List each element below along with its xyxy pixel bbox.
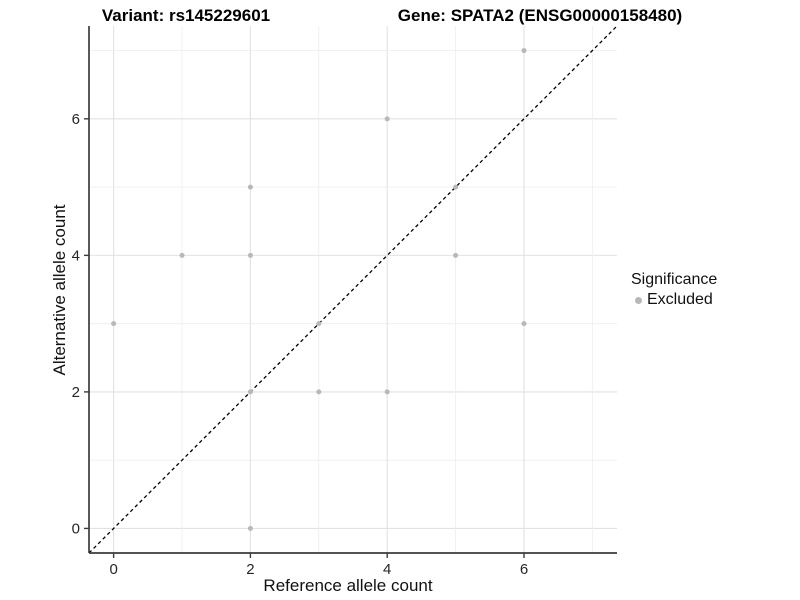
legend-title: Significance	[631, 271, 718, 288]
plot-title-variant: Variant: rs145229601	[101, 6, 271, 25]
x-tick-label: 4	[383, 561, 391, 578]
legend-point-icon	[635, 296, 642, 304]
data-point	[453, 252, 459, 258]
data-point	[521, 48, 527, 54]
data-point	[247, 252, 253, 258]
legend: Significance Excluded	[631, 271, 717, 309]
data-point	[521, 321, 527, 327]
data-point	[384, 116, 390, 122]
data-point	[316, 321, 322, 327]
data-point	[247, 525, 253, 531]
data-point	[384, 389, 390, 395]
data-point	[179, 252, 185, 258]
x-tick-label: 2	[246, 561, 254, 578]
x-tick-label: 0	[109, 561, 117, 578]
y-tick-label: 0	[72, 521, 80, 538]
data-point	[316, 389, 322, 395]
data-point	[453, 184, 459, 190]
legend-item-label: Excluded	[647, 291, 713, 308]
plot-title-gene: Gene: SPATA2 (ENSG00000158480)	[397, 6, 683, 25]
data-point	[111, 321, 117, 327]
identity-dashed-line	[88, 25, 618, 554]
legend-item-excluded: Excluded	[635, 291, 717, 309]
y-tick-label: 6	[72, 111, 80, 128]
x-tick-label: 6	[520, 561, 528, 578]
y-tick-label: 4	[72, 248, 80, 265]
x-axis-title: Reference allele count	[263, 576, 433, 595]
data-point	[247, 184, 253, 190]
data-point	[247, 389, 253, 395]
y-tick-label: 2	[72, 384, 80, 401]
y-axis-title: Alternative allele count	[50, 204, 69, 376]
